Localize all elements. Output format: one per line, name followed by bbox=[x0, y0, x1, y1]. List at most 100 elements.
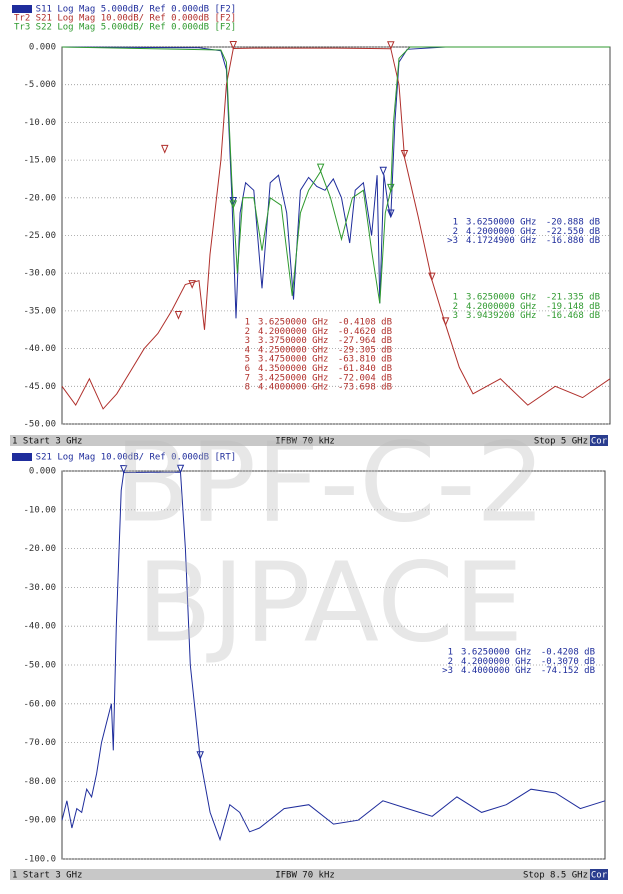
marker-number: 2 bbox=[245, 327, 250, 337]
y-tick-label: -35.00 bbox=[23, 306, 56, 316]
marker-number: 3 bbox=[453, 311, 458, 321]
marker-number: 6 bbox=[245, 364, 250, 374]
marker-frequency: 4.1724900 GHz bbox=[466, 236, 536, 246]
marker-frequency: 4.4000000 GHz bbox=[461, 666, 531, 676]
marker bbox=[174, 310, 183, 320]
status-label: Cor bbox=[591, 871, 608, 881]
y-tick-label: 0.000 bbox=[29, 43, 56, 53]
marker-frequency: 3.4750000 GHz bbox=[258, 355, 328, 365]
y-tick-label: -10.00 bbox=[23, 118, 56, 128]
marker bbox=[379, 166, 388, 176]
marker-value: -16.880 dB bbox=[546, 236, 600, 246]
marker-number: 1 bbox=[453, 218, 458, 228]
y-tick-label: -60.00 bbox=[23, 699, 56, 709]
marker bbox=[119, 465, 128, 474]
marker-value: -73.698 dB bbox=[338, 383, 392, 393]
stop-label: Stop 8.5 GHz bbox=[523, 871, 588, 881]
status-box bbox=[590, 435, 608, 446]
y-tick-label: -30.00 bbox=[23, 583, 56, 593]
y-tick-label: -40.00 bbox=[23, 622, 56, 632]
marker-value: -29.305 dB bbox=[338, 345, 392, 355]
y-tick-label: -30.00 bbox=[23, 269, 56, 279]
trace-tag bbox=[12, 5, 32, 13]
marker-frequency: 4.4000000 GHz bbox=[258, 383, 328, 393]
marker-number: 2 bbox=[453, 227, 458, 237]
ifbw-label: IFBW 70 kHz bbox=[275, 871, 335, 881]
marker-value: -61.840 dB bbox=[338, 364, 392, 374]
marker-number: 8 bbox=[245, 383, 250, 393]
marker-frequency: 3.6250000 GHz bbox=[258, 318, 328, 328]
y-tick-label: -80.00 bbox=[23, 777, 56, 787]
marker-number: 1 bbox=[453, 293, 458, 303]
marker bbox=[316, 163, 325, 173]
trace bbox=[61, 471, 606, 842]
marker-value: -20.888 dB bbox=[546, 218, 600, 228]
marker-value: -0.3070 dB bbox=[541, 657, 595, 667]
marker-number: 1 bbox=[448, 648, 453, 658]
marker-number: 5 bbox=[245, 355, 250, 365]
status-bar bbox=[10, 435, 608, 446]
y-tick-label: -45.00 bbox=[23, 382, 56, 392]
y-tick-label: -50.00 bbox=[23, 420, 56, 430]
marker bbox=[428, 272, 436, 282]
y-tick-label: -20.00 bbox=[23, 544, 56, 554]
y-tick-label: -20.00 bbox=[23, 193, 56, 203]
marker bbox=[160, 144, 169, 154]
marker-frequency: 4.2500000 GHz bbox=[258, 345, 328, 355]
marker-number: 2 bbox=[453, 302, 458, 312]
trace-header: Tr1 S21 Log Mag 10.00dB/ Ref 0.000dB [RT… bbox=[14, 453, 236, 463]
marker bbox=[387, 183, 395, 193]
marker-number: 4 bbox=[245, 345, 250, 355]
marker-frequency: 3.4250000 GHz bbox=[258, 373, 328, 383]
marker-frequency: 4.2000000 GHz bbox=[461, 657, 531, 667]
trace bbox=[61, 47, 611, 410]
marker bbox=[229, 200, 238, 210]
marker-value: -0.4208 dB bbox=[541, 648, 595, 658]
marker bbox=[400, 149, 409, 159]
marker bbox=[229, 41, 238, 50]
trace-header: Tr1 S11 Log Mag 5.000dB/ Ref 0.000dB [F2… bbox=[14, 5, 236, 15]
marker-value: -16.468 dB bbox=[546, 311, 600, 321]
status-label: Cor bbox=[591, 437, 608, 447]
marker bbox=[176, 464, 185, 474]
trace-header: Tr3 S22 Log Mag 5.000dB/ Ref 0.000dB [F2… bbox=[14, 23, 236, 33]
marker-value: -27.964 dB bbox=[338, 336, 392, 346]
marker-value: -0.4620 dB bbox=[338, 327, 392, 337]
watermark: BJPACE bbox=[137, 538, 524, 666]
start-label: 1 Start 3 GHz bbox=[12, 437, 82, 447]
ifbw-label: IFBW 70 kHz bbox=[275, 437, 335, 447]
marker-number: 2 bbox=[448, 657, 453, 667]
trace bbox=[61, 46, 610, 304]
marker-value: -19.148 dB bbox=[546, 302, 600, 312]
marker-frequency: 3.9439200 GHz bbox=[466, 311, 536, 321]
marker-frequency: 4.2000000 GHz bbox=[466, 302, 536, 312]
marker-value: -0.4108 dB bbox=[338, 318, 392, 328]
start-label: 1 Start 3 GHz bbox=[12, 871, 82, 881]
marker-value: -21.335 dB bbox=[546, 293, 600, 303]
marker-value: -72.004 dB bbox=[338, 373, 392, 383]
marker-frequency: 4.2000000 GHz bbox=[258, 327, 328, 337]
marker-frequency: 3.6250000 GHz bbox=[466, 293, 536, 303]
y-tick-label: -100.0 bbox=[23, 855, 56, 865]
marker-number: 1 bbox=[245, 318, 250, 328]
stop-label: Stop 5 GHz bbox=[534, 437, 588, 447]
y-tick-label: -40.00 bbox=[23, 344, 56, 354]
y-tick-label: -25.00 bbox=[23, 231, 56, 241]
status-box bbox=[590, 869, 608, 880]
marker bbox=[387, 209, 395, 219]
marker-number: 7 bbox=[245, 373, 250, 383]
trace-tag bbox=[12, 453, 32, 461]
trace-header: Tr2 S21 Log Mag 10.00dB/ Ref 0.000dB [F2… bbox=[14, 14, 236, 24]
marker bbox=[196, 751, 204, 760]
marker-frequency: 3.6250000 GHz bbox=[461, 648, 531, 658]
marker bbox=[188, 280, 196, 289]
marker-value: -74.152 dB bbox=[541, 666, 595, 676]
marker-frequency: 3.3750000 GHz bbox=[258, 336, 328, 346]
marker-number: 3 bbox=[245, 336, 250, 346]
y-tick-label: -10.00 bbox=[23, 505, 56, 515]
watermark: BPF-C-2 bbox=[114, 418, 545, 546]
marker-value: -22.550 dB bbox=[546, 227, 600, 237]
marker-frequency: 4.2000000 GHz bbox=[466, 227, 536, 237]
y-tick-label: -90.00 bbox=[23, 816, 56, 826]
